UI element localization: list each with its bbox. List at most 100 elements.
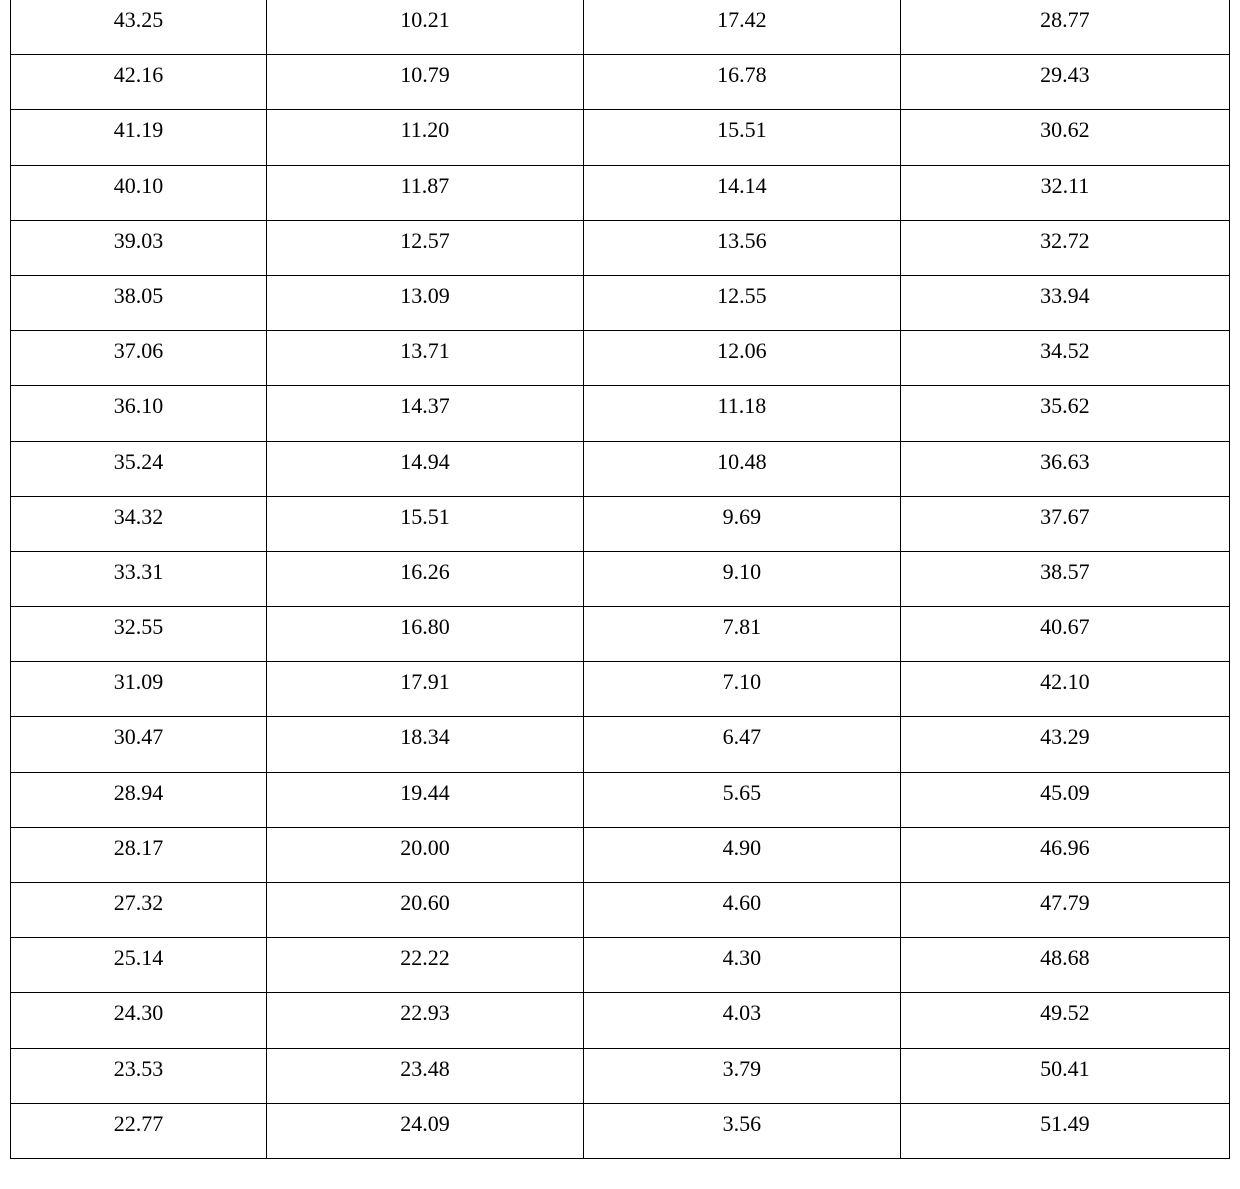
table-cell: 3.79 (583, 1048, 900, 1103)
table-cell: 41.19 (11, 110, 267, 165)
table-cell: 18.34 (266, 717, 583, 772)
table-cell: 32.72 (900, 220, 1229, 275)
table-cell: 13.56 (583, 220, 900, 275)
table-cell: 9.10 (583, 551, 900, 606)
table-cell: 45.09 (900, 772, 1229, 827)
table-cell: 14.94 (266, 441, 583, 496)
table-cell: 50.41 (900, 1048, 1229, 1103)
table-cell: 48.68 (900, 938, 1229, 993)
table-cell: 38.05 (11, 275, 267, 330)
table-cell: 19.44 (266, 772, 583, 827)
table-row: 22.77 24.09 3.56 51.49 (11, 1103, 1230, 1158)
table-cell: 32.55 (11, 607, 267, 662)
table-cell: 24.09 (266, 1103, 583, 1158)
table-row: 24.30 22.93 4.03 49.52 (11, 993, 1230, 1048)
table-row: 25.14 22.22 4.30 48.68 (11, 938, 1230, 993)
table-cell: 14.14 (583, 165, 900, 220)
table-cell: 22.77 (11, 1103, 267, 1158)
table-cell: 20.60 (266, 883, 583, 938)
table-cell: 28.94 (11, 772, 267, 827)
table-row: 42.16 10.79 16.78 29.43 (11, 55, 1230, 110)
table-cell: 13.09 (266, 275, 583, 330)
table-row: 40.10 11.87 14.14 32.11 (11, 165, 1230, 220)
table-cell: 43.29 (900, 717, 1229, 772)
table-cell: 36.63 (900, 441, 1229, 496)
table-cell: 16.80 (266, 607, 583, 662)
table-cell: 4.03 (583, 993, 900, 1048)
table-cell: 7.10 (583, 662, 900, 717)
table-cell: 30.47 (11, 717, 267, 772)
data-table: 43.25 10.21 17.42 28.77 42.16 10.79 16.7… (10, 0, 1230, 1159)
table-row: 31.09 17.91 7.10 42.10 (11, 662, 1230, 717)
table-cell: 4.30 (583, 938, 900, 993)
table-cell: 17.42 (583, 0, 900, 55)
table-cell: 38.57 (900, 551, 1229, 606)
table-row: 41.19 11.20 15.51 30.62 (11, 110, 1230, 165)
table-cell: 22.93 (266, 993, 583, 1048)
table-cell: 40.67 (900, 607, 1229, 662)
table-cell: 7.81 (583, 607, 900, 662)
table-cell: 11.20 (266, 110, 583, 165)
table-cell: 15.51 (266, 496, 583, 551)
table-cell: 27.32 (11, 883, 267, 938)
table-row: 28.17 20.00 4.90 46.96 (11, 827, 1230, 882)
data-table-body: 43.25 10.21 17.42 28.77 42.16 10.79 16.7… (11, 0, 1230, 1158)
table-cell: 35.62 (900, 386, 1229, 441)
table-cell: 28.17 (11, 827, 267, 882)
table-cell: 34.52 (900, 331, 1229, 386)
table-cell: 14.37 (266, 386, 583, 441)
table-cell: 10.79 (266, 55, 583, 110)
table-cell: 28.77 (900, 0, 1229, 55)
table-cell: 12.06 (583, 331, 900, 386)
table-cell: 34.32 (11, 496, 267, 551)
table-cell: 11.87 (266, 165, 583, 220)
table-cell: 10.21 (266, 0, 583, 55)
table-cell: 3.56 (583, 1103, 900, 1158)
table-row: 30.47 18.34 6.47 43.29 (11, 717, 1230, 772)
table-cell: 46.96 (900, 827, 1229, 882)
table-cell: 32.11 (900, 165, 1229, 220)
table-cell: 43.25 (11, 0, 267, 55)
table-cell: 15.51 (583, 110, 900, 165)
table-row: 33.31 16.26 9.10 38.57 (11, 551, 1230, 606)
table-cell: 33.31 (11, 551, 267, 606)
table-row: 23.53 23.48 3.79 50.41 (11, 1048, 1230, 1103)
page: 43.25 10.21 17.42 28.77 42.16 10.79 16.7… (0, 0, 1240, 1189)
table-cell: 42.10 (900, 662, 1229, 717)
table-cell: 12.57 (266, 220, 583, 275)
table-cell: 30.62 (900, 110, 1229, 165)
table-row: 43.25 10.21 17.42 28.77 (11, 0, 1230, 55)
table-row: 36.10 14.37 11.18 35.62 (11, 386, 1230, 441)
table-cell: 36.10 (11, 386, 267, 441)
table-cell: 20.00 (266, 827, 583, 882)
table-row: 34.32 15.51 9.69 37.67 (11, 496, 1230, 551)
table-cell: 6.47 (583, 717, 900, 772)
table-cell: 51.49 (900, 1103, 1229, 1158)
table-row: 39.03 12.57 13.56 32.72 (11, 220, 1230, 275)
table-cell: 37.06 (11, 331, 267, 386)
table-cell: 23.53 (11, 1048, 267, 1103)
table-cell: 4.60 (583, 883, 900, 938)
table-cell: 11.18 (583, 386, 900, 441)
table-cell: 5.65 (583, 772, 900, 827)
table-cell: 40.10 (11, 165, 267, 220)
table-cell: 39.03 (11, 220, 267, 275)
table-cell: 22.22 (266, 938, 583, 993)
table-cell: 16.78 (583, 55, 900, 110)
table-cell: 35.24 (11, 441, 267, 496)
table-cell: 25.14 (11, 938, 267, 993)
table-cell: 17.91 (266, 662, 583, 717)
table-cell: 12.55 (583, 275, 900, 330)
table-cell: 31.09 (11, 662, 267, 717)
table-row: 35.24 14.94 10.48 36.63 (11, 441, 1230, 496)
table-row: 32.55 16.80 7.81 40.67 (11, 607, 1230, 662)
table-cell: 4.90 (583, 827, 900, 882)
table-cell: 9.69 (583, 496, 900, 551)
table-row: 38.05 13.09 12.55 33.94 (11, 275, 1230, 330)
table-cell: 10.48 (583, 441, 900, 496)
table-cell: 47.79 (900, 883, 1229, 938)
table-row: 37.06 13.71 12.06 34.52 (11, 331, 1230, 386)
table-cell: 33.94 (900, 275, 1229, 330)
table-cell: 16.26 (266, 551, 583, 606)
table-cell: 24.30 (11, 993, 267, 1048)
